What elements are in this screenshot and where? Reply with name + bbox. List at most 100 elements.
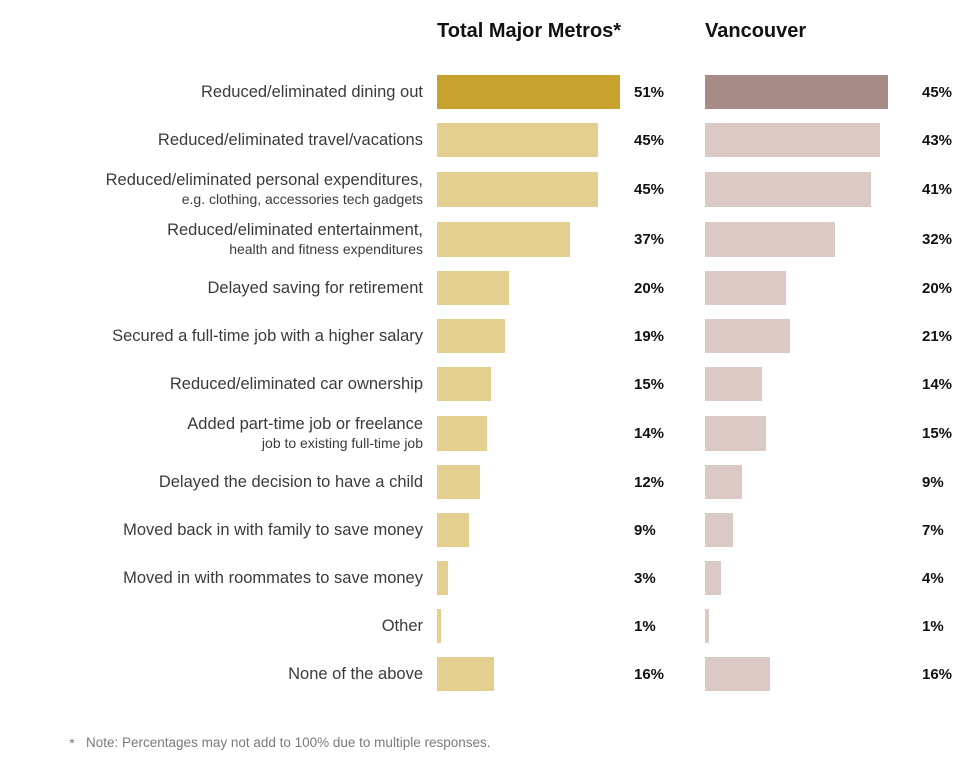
table-row: Moved back in with family to save money 9… xyxy=(0,506,960,554)
table-row: Moved in with roommates to save money 3% 4… xyxy=(0,554,960,602)
table-row: Delayed saving for retirement20%20% xyxy=(0,264,960,312)
row-label-line1: Reduced/eliminated dining out xyxy=(201,83,423,102)
metros-cell xyxy=(437,360,491,408)
vancouver-value: 4% xyxy=(922,570,944,587)
table-row: Delayed the decision to have a child 12% 9… xyxy=(0,458,960,506)
table-row: Reduced/eliminated dining out 51% 45% xyxy=(0,68,960,116)
metros-bar xyxy=(437,367,491,401)
vancouver-value-cell: 16% xyxy=(922,650,952,698)
row-label-line2: e.g. clothing, accessories tech gadgets xyxy=(182,191,423,207)
vancouver-cell xyxy=(705,312,790,360)
metros-value: 14% xyxy=(634,425,664,442)
vancouver-bar xyxy=(705,172,871,207)
metros-bar xyxy=(437,222,570,257)
table-row: Reduced/eliminated travel/vacations 45% 43… xyxy=(0,116,960,164)
row-label: Reduced/eliminated travel/vacations xyxy=(0,116,430,164)
metros-value-cell: 3% xyxy=(634,554,656,602)
metros-bar xyxy=(437,657,494,691)
metros-value-cell: 20% xyxy=(634,264,664,312)
metros-value: 1% xyxy=(634,618,656,635)
metros-value: 12% xyxy=(634,474,664,491)
vancouver-value-cell: 45% xyxy=(922,68,952,116)
metros-cell xyxy=(437,602,441,650)
metros-cell xyxy=(437,506,469,554)
metros-value: 3% xyxy=(634,570,656,587)
row-label: Reduced/eliminated car ownership xyxy=(0,360,430,408)
vancouver-bar xyxy=(705,561,721,595)
row-label: Other xyxy=(0,602,430,650)
row-label: None of the above xyxy=(0,650,430,698)
vancouver-value-cell: 4% xyxy=(922,554,944,602)
metros-value-cell: 45% xyxy=(634,164,664,214)
table-row: None of the above 16% 16% xyxy=(0,650,960,698)
vancouver-bar xyxy=(705,222,835,257)
vancouver-bar xyxy=(705,319,790,353)
metros-bar xyxy=(437,561,448,595)
vancouver-value-cell: 43% xyxy=(922,116,952,164)
vancouver-value: 21% xyxy=(922,328,952,345)
metros-value: 15% xyxy=(634,376,664,393)
vancouver-bar xyxy=(705,367,762,401)
vancouver-value-cell: 1% xyxy=(922,602,944,650)
vancouver-bar xyxy=(705,609,709,643)
header-vancouver: Vancouver xyxy=(705,20,806,43)
vancouver-value-cell: 14% xyxy=(922,360,952,408)
vancouver-value-cell: 15% xyxy=(922,408,952,458)
row-label: Secured a full-time job with a higher sa… xyxy=(0,312,430,360)
metros-cell xyxy=(437,312,505,360)
chart-container: Total Major Metros* Vancouver Reduced/el… xyxy=(0,0,960,767)
metros-value: 20% xyxy=(634,280,664,297)
row-label-line1: Delayed saving for retirement xyxy=(207,279,423,298)
vancouver-value: 9% xyxy=(922,474,944,491)
chart-rows: Reduced/eliminated dining out51%45%Reduc… xyxy=(0,68,960,698)
row-label-line2: job to existing full-time job xyxy=(262,435,423,451)
table-row: Added part-time job or freelancejob to e… xyxy=(0,408,960,458)
row-label-line1: Reduced/eliminated entertainment, xyxy=(167,221,423,240)
metros-value-cell: 19% xyxy=(634,312,664,360)
metros-value: 9% xyxy=(634,522,656,539)
metros-value-cell: 45% xyxy=(634,116,664,164)
row-label-line1: Moved back in with family to save money xyxy=(123,521,423,540)
metros-bar xyxy=(437,416,487,451)
vancouver-value: 15% xyxy=(922,425,952,442)
metros-value: 19% xyxy=(634,328,664,345)
vancouver-value: 41% xyxy=(922,181,952,198)
footnote: *Note: Percentages may not add to 100% d… xyxy=(58,735,491,751)
vancouver-bar xyxy=(705,657,770,691)
row-label-line2: health and fitness expenditures xyxy=(229,241,423,257)
metros-cell xyxy=(437,650,494,698)
metros-value: 16% xyxy=(634,666,664,683)
vancouver-cell xyxy=(705,506,733,554)
row-label-line1: Reduced/eliminated travel/vacations xyxy=(158,131,423,150)
metros-bar xyxy=(437,123,598,157)
row-label-line1: Other xyxy=(382,617,423,636)
row-label-line1: Moved in with roommates to save money xyxy=(123,569,423,588)
metros-value: 45% xyxy=(634,181,664,198)
row-label-line1: Reduced/eliminated personal expenditures… xyxy=(106,171,423,190)
vancouver-value-cell: 9% xyxy=(922,458,944,506)
vancouver-value-cell: 7% xyxy=(922,506,944,554)
vancouver-bar xyxy=(705,271,786,305)
row-label: Delayed saving for retirement xyxy=(0,264,430,312)
metros-cell xyxy=(437,554,448,602)
row-label: Reduced/eliminated entertainment,health … xyxy=(0,214,430,264)
metros-bar xyxy=(437,465,480,499)
metros-cell xyxy=(437,214,570,264)
vancouver-cell xyxy=(705,602,709,650)
metros-value-cell: 14% xyxy=(634,408,664,458)
metros-value-cell: 15% xyxy=(634,360,664,408)
metros-value-cell: 12% xyxy=(634,458,664,506)
row-label-line1: Secured a full-time job with a higher sa… xyxy=(112,327,423,346)
row-label-line1: Reduced/eliminated car ownership xyxy=(170,375,423,394)
metros-bar xyxy=(437,172,598,207)
vancouver-bar xyxy=(705,465,742,499)
row-label-line1: Added part-time job or freelance xyxy=(187,415,423,434)
row-label: Delayed the decision to have a child xyxy=(0,458,430,506)
column-headers: Total Major Metros* Vancouver xyxy=(0,10,960,68)
metros-cell xyxy=(437,408,487,458)
metros-value: 51% xyxy=(634,84,664,101)
vancouver-bar xyxy=(705,123,880,157)
vancouver-value-cell: 32% xyxy=(922,214,952,264)
vancouver-value-cell: 41% xyxy=(922,164,952,214)
metros-value-cell: 37% xyxy=(634,214,664,264)
